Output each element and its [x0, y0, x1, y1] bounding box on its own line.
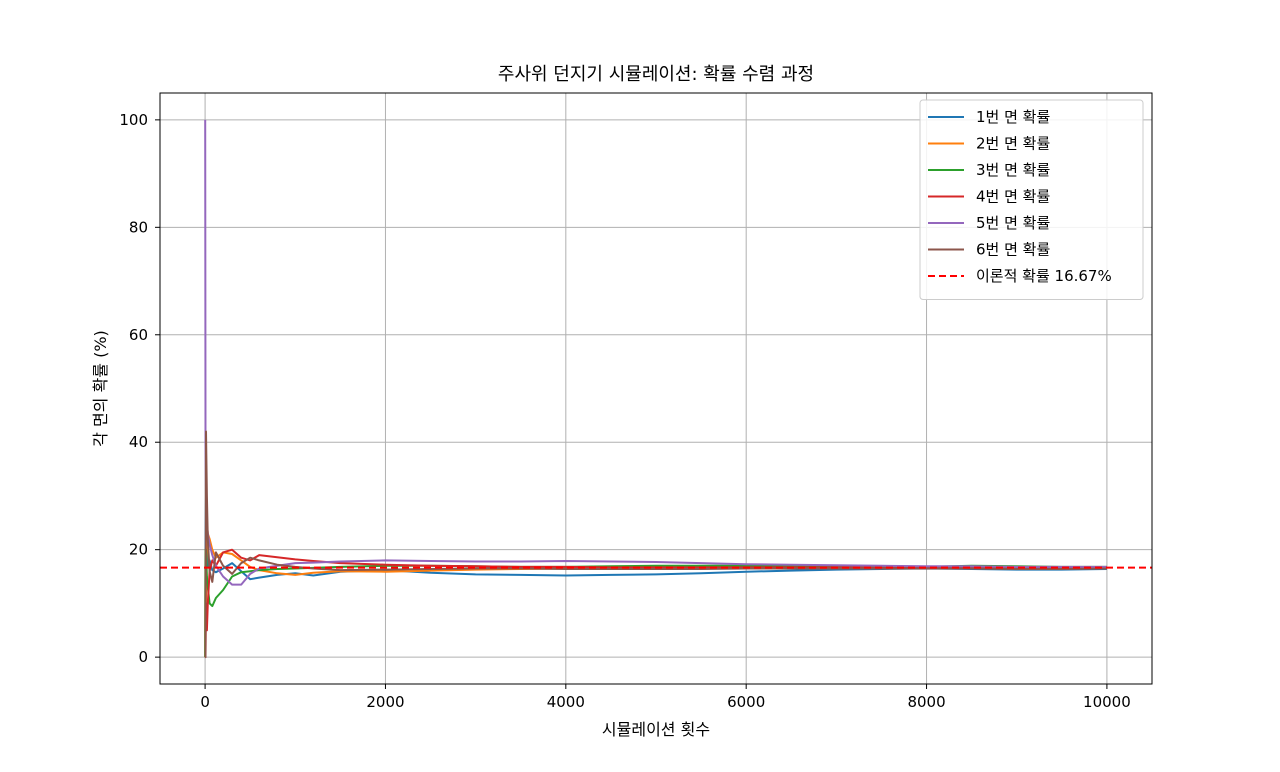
legend-label: 이론적 확률 16.67% — [976, 267, 1112, 285]
y-tick-label: 20 — [129, 541, 148, 559]
y-tick-label: 60 — [129, 326, 148, 344]
legend-label: 1번 면 확률 — [976, 108, 1050, 126]
x-axis-ticks: 0 2000 4000 6000 8000 10000 — [200, 684, 1131, 711]
legend-label: 5번 면 확률 — [976, 214, 1050, 232]
y-tick-label: 100 — [119, 111, 148, 129]
legend-label: 6번 면 확률 — [976, 241, 1050, 259]
series-line-5 — [204, 119, 1107, 586]
y-axis-label: 각 면의 확률 (%) — [91, 330, 110, 447]
legend: 1번 면 확률 2번 면 확률 3번 면 확률 4번 면 확률 5번 면 확률 6번 면 … — [919, 99, 1144, 300]
legend-box — [919, 99, 1144, 300]
legend-label: 2번 면 확률 — [976, 135, 1050, 153]
x-tick-label: 6000 — [727, 693, 765, 711]
x-tick-label: 8000 — [907, 693, 945, 711]
x-tick-label: 10000 — [1083, 693, 1131, 711]
x-tick-label: 2000 — [366, 693, 404, 711]
y-tick-label: 80 — [129, 218, 148, 236]
legend-label: 3번 면 확률 — [976, 161, 1050, 179]
y-axis-ticks: 0 20 40 60 80 100 — [119, 111, 160, 666]
x-tick-label: 4000 — [547, 693, 585, 711]
chart-title: 주사위 던지기 시뮬레이션: 확률 수렴 과정 — [498, 64, 814, 85]
y-tick-label: 40 — [129, 433, 148, 451]
y-tick-label: 0 — [138, 648, 148, 666]
legend-label: 4번 면 확률 — [976, 188, 1050, 206]
x-axis-label: 시뮬레이션 횟수 — [602, 720, 710, 739]
plot-frame — [159, 92, 1153, 685]
x-tick-label: 0 — [200, 693, 210, 711]
